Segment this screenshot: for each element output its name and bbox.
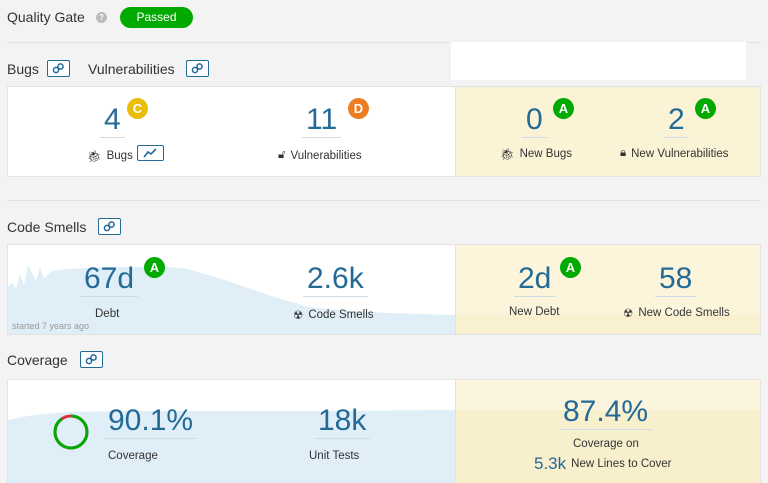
debt-label: Debt — [95, 308, 120, 320]
coverage-link-button[interactable] — [80, 351, 103, 368]
bug-icon: 🐞︎ — [500, 149, 515, 161]
link-icon — [191, 63, 203, 74]
bugs-link-button[interactable] — [47, 60, 70, 77]
coverage-donut-chart — [53, 414, 89, 450]
new-bugs-value[interactable]: 0 — [522, 103, 547, 138]
history-start-note: started 7 years ago — [12, 321, 90, 331]
bugs-rating[interactable]: C — [127, 98, 148, 119]
code-smells-panel: 67d A Debt started 7 years ago 2.6k ☢ Co… — [7, 244, 761, 335]
new-bugs-measure[interactable]: 0 — [522, 103, 547, 138]
code-smells-value[interactable]: 2.6k — [303, 262, 368, 297]
new-bugs-rating[interactable]: A — [553, 98, 574, 119]
vulnerabilities-value[interactable]: 11 — [302, 103, 342, 138]
code-smells-link-button[interactable] — [98, 218, 121, 235]
leak-period-area — [455, 380, 760, 483]
new-bugs-label: 🐞︎ New Bugs — [500, 148, 573, 161]
code-smells-measure[interactable]: 2.6k — [303, 262, 368, 297]
coverage-label: Coverage — [108, 450, 158, 462]
unit-tests-measure[interactable]: 18k — [314, 404, 371, 439]
code-smells-label: ☢ Code Smells — [293, 309, 374, 322]
new-debt-label: New Debt — [509, 306, 560, 318]
help-icon[interactable]: ? — [96, 12, 107, 23]
bugs-section-title: Bugs — [7, 61, 39, 77]
link-icon — [103, 221, 115, 232]
unit-tests-value[interactable]: 18k — [314, 404, 371, 439]
coverage-panel: 90.1% Coverage 18k Unit Tests 87.4% Cove… — [7, 379, 761, 483]
bugs-measure[interactable]: 4 — [100, 103, 125, 138]
new-vulnerabilities-measure[interactable]: 2 — [664, 103, 689, 138]
code-smells-section-title: Code Smells — [7, 219, 87, 235]
coverage-section-title: Coverage — [7, 352, 68, 368]
unit-tests-label: Unit Tests — [309, 450, 360, 462]
radiation-icon: ☢ — [623, 308, 634, 320]
bug-icon: 🐞︎ — [87, 151, 102, 163]
link-icon — [85, 354, 97, 365]
coverage-value[interactable]: 90.1% — [104, 404, 198, 439]
redacted-area — [451, 42, 746, 80]
new-debt-value[interactable]: 2d — [514, 262, 556, 297]
debt-rating[interactable]: A — [144, 257, 165, 278]
divider — [7, 42, 761, 43]
new-lines-label: New Lines to Cover — [571, 458, 672, 470]
leak-period-area — [455, 245, 760, 334]
vulnerabilities-rating[interactable]: D — [348, 98, 369, 119]
new-debt-measure[interactable]: 2d — [514, 262, 556, 297]
radiation-icon: ☢ — [293, 310, 304, 322]
debt-value[interactable]: 67d — [80, 262, 139, 297]
link-icon — [52, 63, 64, 74]
bugs-trend-button[interactable] — [137, 145, 164, 161]
vulnerabilities-link-button[interactable] — [186, 60, 209, 77]
vulnerabilities-section-title: Vulnerabilities — [88, 61, 175, 77]
new-vulnerabilities-rating[interactable]: A — [695, 98, 716, 119]
new-code-smells-value[interactable]: 58 — [655, 262, 697, 297]
bugs-value[interactable]: 4 — [100, 103, 125, 138]
new-lines-value[interactable]: 5.3k — [534, 454, 567, 473]
new-lines-to-cover: 5.3k New Lines to Cover — [534, 454, 672, 474]
lock-icon: 🔓︎ — [278, 149, 286, 161]
quality-gate-status-badge: Passed — [120, 7, 193, 28]
bugs-label: 🐞︎ Bugs — [87, 150, 133, 163]
new-coverage-value[interactable]: 87.4% — [559, 395, 653, 430]
lock-icon: 🔒︎ — [620, 147, 627, 159]
debt-measure[interactable]: 67d — [80, 262, 139, 297]
vulnerabilities-measure[interactable]: 11 — [302, 103, 342, 138]
leak-period-area — [455, 87, 760, 176]
new-coverage-measure[interactable]: 87.4% — [559, 395, 653, 430]
bugs-vulnerabilities-panel: 4 C 🐞︎ Bugs 11 D 🔓︎ Vulnerabilities 0 A … — [7, 86, 761, 177]
new-vulnerabilities-label: 🔒︎ New Vulnerabilities — [620, 147, 729, 160]
quality-gate-title: Quality Gate — [7, 9, 85, 25]
trend-chart-icon — [143, 148, 157, 158]
new-debt-rating[interactable]: A — [560, 257, 581, 278]
new-code-smells-label: ☢ New Code Smells — [623, 307, 730, 320]
coverage-measure[interactable]: 90.1% — [104, 404, 198, 439]
new-coverage-label: Coverage on — [573, 438, 639, 450]
new-code-smells-measure[interactable]: 58 — [655, 262, 697, 297]
new-vulnerabilities-value[interactable]: 2 — [664, 103, 689, 138]
divider — [7, 200, 761, 201]
vulnerabilities-label: 🔓︎ Vulnerabilities — [278, 149, 362, 162]
